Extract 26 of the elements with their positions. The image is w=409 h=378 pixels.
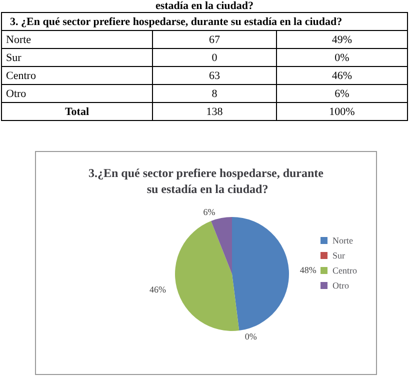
- legend-label: Centro: [332, 266, 358, 276]
- text: 100%: [329, 106, 355, 118]
- text: 67: [209, 34, 220, 46]
- text: 3. ¿En qué sector prefiere hospedarse, durante su estadía en la ciudad?: [2, 12, 408, 30]
- text: estadía en la ciudad?: [154, 0, 255, 12]
- data-label: 46%: [149, 284, 166, 295]
- text: 6%: [334, 88, 350, 100]
- text: 46%: [332, 70, 352, 82]
- category-label: Centro: [6, 70, 36, 82]
- data-label: 6%: [203, 207, 216, 218]
- text: 138: [206, 106, 223, 118]
- data-label: 48%: [300, 265, 317, 276]
- category-label: Otro: [6, 88, 26, 100]
- legend-label: Otro: [332, 280, 350, 290]
- text: 0: [212, 52, 218, 64]
- category-label: Total: [64, 106, 90, 118]
- text: 0%: [244, 332, 257, 342]
- text: 63: [209, 70, 220, 82]
- legend-label: Norte: [332, 236, 354, 246]
- category-label: Norte: [6, 34, 32, 46]
- text: 8: [212, 88, 218, 100]
- chart-title: 3.¿En qué sector prefiere hospedarse, durante su estadía en la ciudad?: [88, 166, 324, 196]
- text: 0%: [334, 52, 350, 64]
- text: 49%: [332, 34, 352, 46]
- legend-label: Sur: [332, 250, 346, 260]
- category-label: Sur: [6, 52, 22, 64]
